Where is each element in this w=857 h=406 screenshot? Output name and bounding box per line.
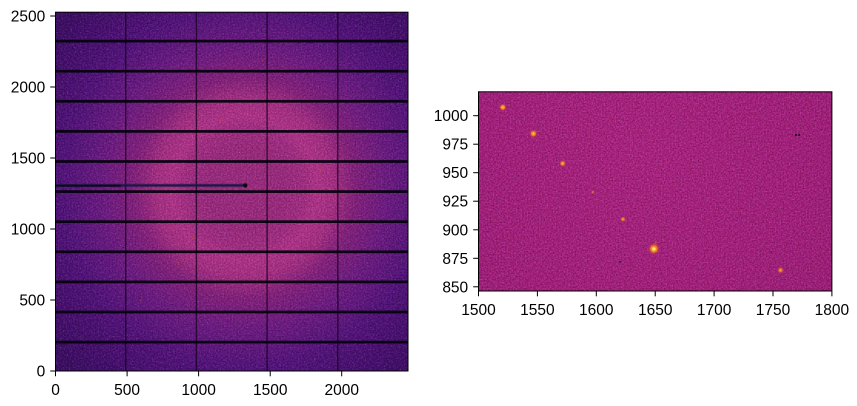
svg-text:900: 900 bbox=[442, 222, 468, 239]
svg-text:1600: 1600 bbox=[579, 302, 614, 319]
svg-text:2000: 2000 bbox=[11, 80, 46, 97]
svg-text:875: 875 bbox=[442, 251, 468, 268]
svg-text:1550: 1550 bbox=[520, 302, 555, 319]
svg-text:1500: 1500 bbox=[461, 302, 496, 319]
svg-text:1500: 1500 bbox=[11, 151, 46, 168]
svg-text:0: 0 bbox=[37, 364, 46, 381]
svg-text:1000: 1000 bbox=[434, 108, 469, 125]
svg-text:950: 950 bbox=[442, 165, 468, 182]
svg-text:500: 500 bbox=[114, 382, 140, 399]
svg-text:500: 500 bbox=[19, 293, 45, 310]
svg-text:0: 0 bbox=[51, 382, 60, 399]
svg-text:1000: 1000 bbox=[11, 222, 46, 239]
svg-text:1650: 1650 bbox=[638, 302, 673, 319]
svg-text:975: 975 bbox=[442, 137, 468, 154]
svg-text:2000: 2000 bbox=[324, 382, 359, 399]
svg-text:925: 925 bbox=[442, 194, 468, 211]
svg-text:1500: 1500 bbox=[253, 382, 288, 399]
svg-text:1000: 1000 bbox=[181, 382, 216, 399]
svg-text:850: 850 bbox=[442, 279, 468, 296]
svg-text:1700: 1700 bbox=[697, 302, 732, 319]
svg-text:2500: 2500 bbox=[11, 9, 46, 26]
svg-text:1800: 1800 bbox=[815, 302, 850, 319]
svg-text:1750: 1750 bbox=[756, 302, 791, 319]
